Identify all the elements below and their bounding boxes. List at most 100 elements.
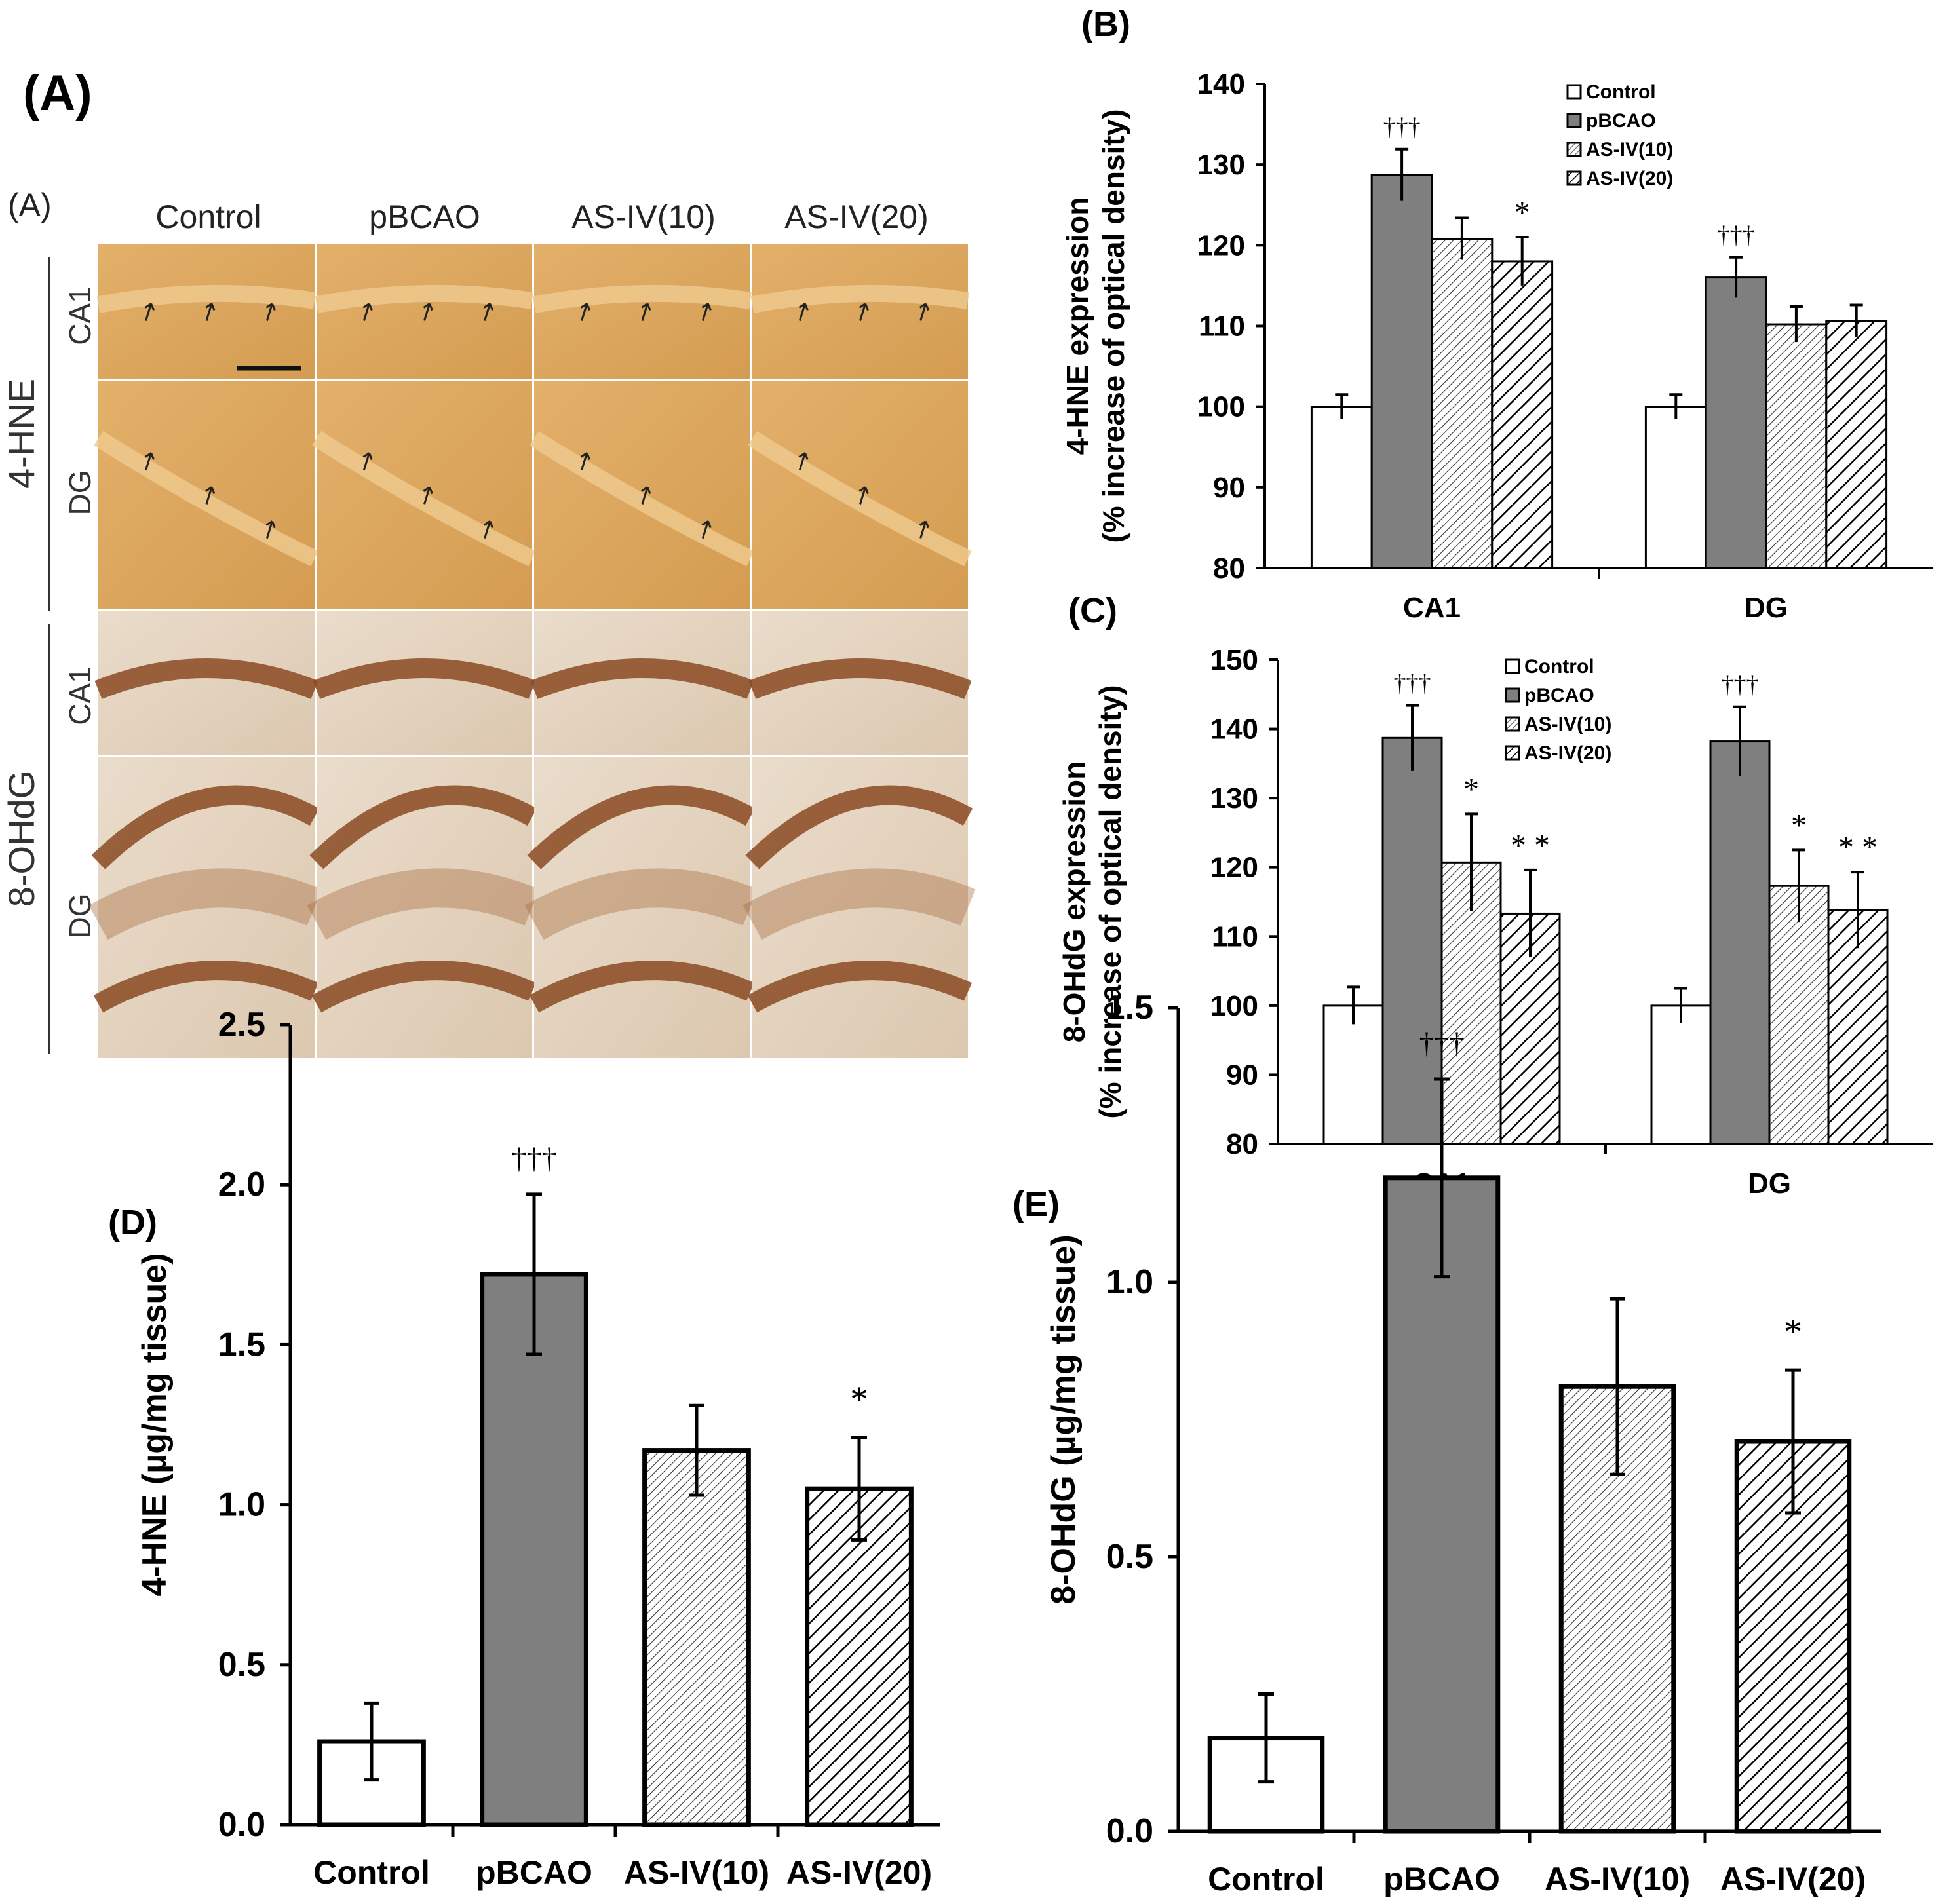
group-label-4hne: 4-HNE [1,379,42,489]
micrograph-hne-dg-3 [748,381,972,609]
x-category-label: AS-IV(10) [1545,1861,1690,1897]
hilus-region [307,868,540,940]
col-header-pbcao: pBCAO [369,199,480,235]
legend-label-as-iv-10: AS-IV(10) [1586,139,1673,161]
cell-layer-band [315,284,533,313]
arrow-marker-icon [641,303,651,321]
hilus-region [524,868,758,940]
arrow-marker-icon [919,520,930,539]
cell-layer-band [309,785,537,869]
y-axis-label: 8-OHdG expression [1057,761,1091,1042]
cell-layer-band [527,785,756,869]
legend-swatch-as-iv-20 [1566,170,1582,186]
hilus-region [742,868,976,940]
legend-swatch-as-iv-10 [1505,716,1520,732]
micrograph-hne-dg-2 [530,381,754,609]
y-tick-label: 90 [1213,472,1245,504]
bar-as-iv-10 [642,1448,751,1827]
panel-a-inner-label: (A) [8,187,52,223]
x-category-label: CA1 [1403,592,1461,624]
x-category-label: DG [1748,1168,1791,1200]
arrow-marker-icon [858,303,869,321]
cell-layer-band [94,658,318,699]
arrow-marker-icon [701,303,712,321]
micrograph-hne-ca1-1 [315,244,533,379]
x-category-label: AS-IV(10) [624,1854,769,1891]
cell-layer-band [311,961,537,1013]
micrograph-ohdg-dg-3 [742,757,976,1058]
arrow-marker-icon [423,303,433,321]
significance-marker: ††† [1394,670,1431,697]
arrow-marker-icon [919,303,930,321]
micrograph-ohdg-ca1-0 [94,611,318,755]
y-tick-label: 80 [1213,552,1245,584]
bar-pbcao-ca1 [1370,174,1433,569]
panel-e-label: (E) [1012,1185,1060,1224]
cell-layer-band [745,785,973,869]
significance-marker: * [1514,195,1530,230]
bar-pbcao-dg [1705,276,1767,569]
y-tick-label: 80 [1226,1128,1258,1160]
arrow-marker-icon [265,303,276,321]
micrograph-ohdg-dg-0 [88,757,322,1058]
arrow-marker-icon [798,452,809,470]
legend-swatch-control [1566,84,1582,100]
arrow-marker-icon [144,452,155,470]
col-header-as-iv-10: AS-IV(10) [571,199,716,235]
y-tick-label: 140 [1197,68,1245,100]
x-category-label: pBCAO [476,1854,592,1891]
chart-e: (E) 0.0 0.5 1.0 1.5 8-OHdG (µg/mg tissue) Cont… [1012,989,1881,1897]
micrograph-background [534,244,750,379]
y-tick-label: 1.5 [218,1325,265,1363]
micrograph-background [317,244,532,379]
row-label-hne-ca1: CA1 [63,286,97,345]
significance-marker: ††† [512,1141,557,1175]
legend-label-control: Control [1586,81,1656,103]
arrow-marker-icon [205,303,216,321]
significance-marker: * * [1838,830,1878,865]
significance-marker: ††† [1718,221,1755,249]
hilus-region [88,868,322,940]
significance-marker: ††† [1383,113,1421,141]
y-tick-label: 130 [1197,149,1245,181]
x-category-label: Control [313,1854,430,1891]
legend-label-control: Control [1524,656,1594,677]
micrograph-ohdg-dg-2 [524,757,758,1058]
panel-a-label: (A) [23,66,92,121]
y-tick-label: 1.5 [1106,989,1153,1027]
arrow-marker-icon [205,486,216,505]
arrow-marker-icon [483,520,494,539]
bar-control-ca1 [1322,1004,1384,1145]
significance-marker: * [1463,772,1479,807]
significance-marker: * [1791,808,1807,843]
col-header-as-iv-20: AS-IV(20) [784,199,929,235]
bar-as-iv-20-dg [1825,320,1888,569]
legend-label-as-iv-20: AS-IV(20) [1586,168,1673,189]
bar-as-iv-10-dg [1768,885,1830,1145]
y-tick-label: 120 [1210,852,1258,884]
y-tick-label: 2.0 [218,1166,265,1204]
y-axis-label: 4-HNE (µg/mg tissue) [136,1253,174,1596]
arrow-marker-icon [423,486,433,505]
cell-layer-band [532,284,752,313]
x-category-label: AS-IV(20) [1720,1861,1866,1897]
cell-layer-band [748,658,972,699]
micrograph-hne-ca1-3 [750,244,969,379]
arrow-marker-icon [144,303,155,321]
bar-control-dg [1644,406,1707,569]
x-category-label: AS-IV(20) [786,1854,932,1891]
bar-pbcao-ca1 [1381,736,1443,1145]
arrow-marker-icon [798,303,809,321]
y-tick-label: 0.0 [218,1806,265,1844]
arrow-marker-icon [265,520,276,539]
x-category-label: DG [1745,592,1788,624]
bar-as-iv-20-ca1 [1491,260,1554,569]
micrograph-background [752,244,968,379]
cell-layer-band [530,658,754,699]
chart-d: (D) 0.0 0.5 1.0 1.5 2.0 2.5 4-HNE (µg/mg tissue… [108,1006,940,1891]
significance-marker: ††† [1722,671,1759,698]
y-tick-label: 100 [1210,990,1258,1022]
y-tick-label: 110 [1199,311,1245,343]
y-tick-label: 0.5 [218,1646,265,1684]
legend-label-pbcao: pBCAO [1524,685,1594,706]
